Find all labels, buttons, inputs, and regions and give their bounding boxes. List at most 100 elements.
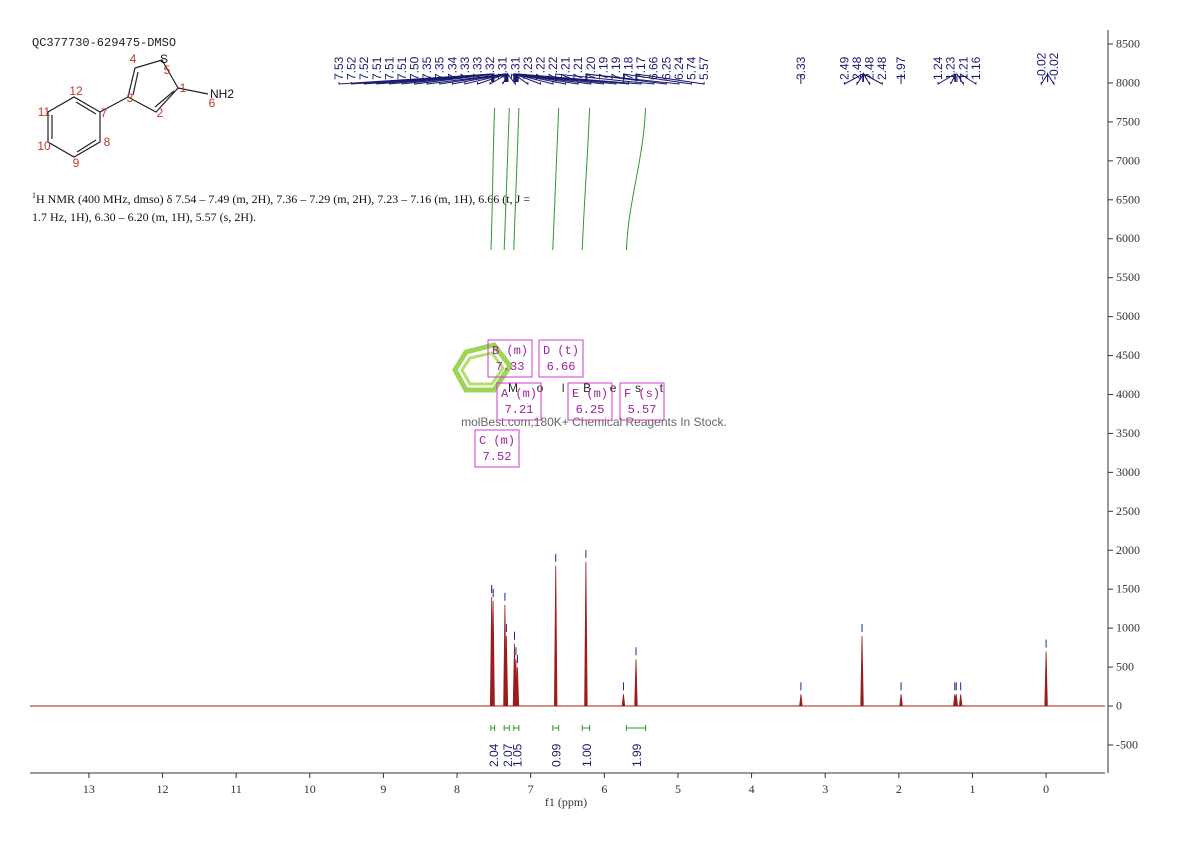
bond <box>154 90 175 108</box>
y-tick-label: 5000 <box>1116 309 1140 323</box>
peak-label: 7.35 <box>420 56 434 80</box>
peak <box>504 635 509 707</box>
peak-label: -0.02 <box>1047 52 1061 80</box>
y-tick-label: 0 <box>1116 699 1122 713</box>
x-tick-label: 11 <box>230 782 242 796</box>
x-tick-label: 5 <box>675 782 681 796</box>
peak-label-leader <box>950 73 957 85</box>
peak-label-leader <box>635 73 705 85</box>
y-tick-label: 3000 <box>1116 465 1140 479</box>
bond <box>75 101 97 115</box>
watermark-tagline: molBest.com,180K+ Chemical Reagents In S… <box>461 415 727 429</box>
atom-number: 7 <box>101 106 108 120</box>
y-tick-label: 1000 <box>1116 621 1140 635</box>
peak-label: 2.49 <box>837 56 851 80</box>
nmr-line-1: H NMR (400 MHz, dmso) δ 7.54 – 7.49 (m, … <box>36 192 530 206</box>
y-tick-label: 5500 <box>1116 270 1140 284</box>
nmr-line-2: 1.7 Hz, 1H), 6.30 – 6.20 (m, 1H), 5.57 (… <box>32 210 256 224</box>
peak-label: 7.19 <box>609 56 623 80</box>
peak-label: 7.35 <box>433 56 447 80</box>
multiplet-shift: 7.21 <box>505 403 534 417</box>
y-tick-label: 1500 <box>1116 582 1140 596</box>
integral-curve <box>552 107 560 251</box>
x-tick-label: 7 <box>528 782 534 796</box>
amine-text: NH2 <box>210 87 234 101</box>
peak-label-leader <box>513 73 554 85</box>
y-tick-label: 7000 <box>1116 153 1140 167</box>
integral-bracket <box>552 725 560 731</box>
integral-bracket <box>503 725 510 731</box>
nmr-text-line: 1H NMR (400 MHz, dmso) δ 7.54 – 7.49 (m,… <box>32 191 530 206</box>
peak-label-leader <box>1047 72 1055 86</box>
peak-label: 7.51 <box>382 56 396 80</box>
peak-label-leader <box>363 73 493 85</box>
peak-label: 1.16 <box>969 56 983 80</box>
x-tick-label: 12 <box>157 782 169 796</box>
peak-label-leader <box>937 73 956 85</box>
bond <box>132 71 139 96</box>
y-tick-label: 8500 <box>1116 37 1140 51</box>
x-tick-label: 2 <box>896 782 902 796</box>
multiplet-shift: 7.33 <box>496 360 525 374</box>
thiophene-ring <box>127 59 179 113</box>
y-tick-label: 3500 <box>1116 426 1140 440</box>
x-tick-label: 10 <box>304 782 316 796</box>
y-tick-label: 4500 <box>1116 348 1140 362</box>
x-tick-label: 1 <box>969 782 975 796</box>
peak-label-leader <box>555 73 655 85</box>
peak-label: 5.57 <box>697 56 711 80</box>
peak-label: 1.21 <box>956 56 970 80</box>
multiplet-box <box>474 429 520 468</box>
integral-label: 0.99 <box>550 743 564 767</box>
peak <box>491 600 495 707</box>
peak <box>1044 651 1048 707</box>
bond <box>99 96 129 113</box>
integral-label: 2.07 <box>501 743 515 767</box>
multiplet-box <box>567 382 613 421</box>
peak-label-leader <box>862 73 883 85</box>
peak <box>634 659 638 707</box>
integral-bracket <box>490 725 496 731</box>
multiplet-name: E (m) <box>572 387 608 401</box>
multiplet-shift: 7.52 <box>483 450 512 464</box>
peak <box>958 694 963 707</box>
y-tick-label: 2000 <box>1116 543 1140 557</box>
x-tick-label: 6 <box>601 782 607 796</box>
peak-label: 1.24 <box>931 56 945 80</box>
peak-label-leader <box>439 73 506 85</box>
integral-bracket <box>581 725 591 731</box>
y-tick-label: 2500 <box>1116 504 1140 518</box>
logo-hexagon-inner <box>460 351 505 386</box>
peak <box>954 694 959 707</box>
multiplet-shift: 5.57 <box>628 403 657 417</box>
y-tick-label: 4000 <box>1116 387 1140 401</box>
peak <box>554 565 558 707</box>
multiplet-name: D (t) <box>543 344 579 358</box>
peak-label-leader <box>401 73 494 85</box>
bond <box>76 139 97 153</box>
atom-number: 5 <box>164 63 171 77</box>
atom-number: 12 <box>69 84 83 98</box>
peak-label-leader <box>586 73 680 85</box>
y-tick-label: 7500 <box>1116 114 1140 128</box>
multiplet-name: F (s) <box>624 387 660 401</box>
integral-curve <box>625 107 647 251</box>
y-tick-label: 500 <box>1116 660 1134 674</box>
integral-label: 1.00 <box>580 743 594 767</box>
peak-label: 1.97 <box>894 56 908 80</box>
peak-label: 7.22 <box>533 56 547 80</box>
atom-number: 1 <box>180 81 187 95</box>
x-tick-label: 3 <box>822 782 828 796</box>
molecule <box>47 59 209 158</box>
x-tick-label: 4 <box>749 782 755 796</box>
atom-number: 4 <box>130 52 137 66</box>
peak <box>584 561 588 707</box>
peak-label: 7.53 <box>332 56 346 80</box>
peak <box>799 694 803 707</box>
sulfur-label: S <box>160 52 168 66</box>
chart-title: QC377730-629475-DMSO <box>32 36 176 50</box>
peak-label: 7.52 <box>345 56 359 80</box>
integral-bracket <box>625 725 647 731</box>
multiplet-shift: 6.25 <box>576 403 605 417</box>
